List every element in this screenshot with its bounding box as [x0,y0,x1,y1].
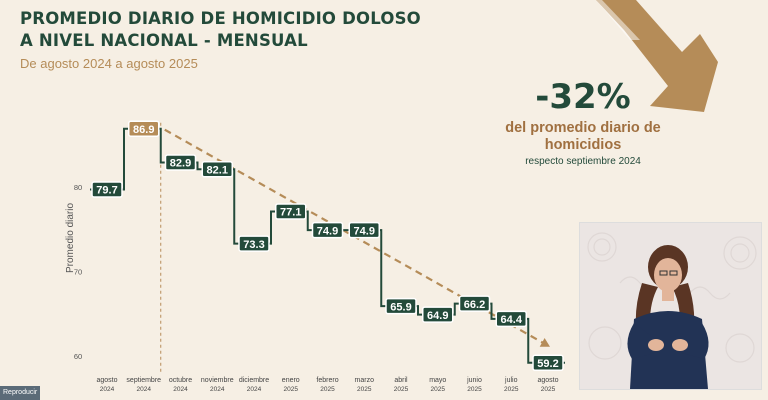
x-tick-year: 2025 [431,386,446,393]
data-label-box [495,310,527,328]
data-label-box [164,154,197,171]
x-tick-year: 2024 [100,386,115,393]
x-tick-month: mayo [429,377,446,384]
y-axis-label: Promedio diario [65,203,76,273]
data-label: 82.1 [207,164,228,176]
stat-sublabel: respecto septiembre 2024 [525,156,641,167]
data-label: 65.9 [390,301,411,313]
x-tick-year: 2025 [394,386,409,393]
x-tick-year: 2025 [320,386,335,393]
data-label-box [348,221,380,239]
data-label: 66.2 [464,299,485,311]
x-tick-year: 2024 [173,386,188,393]
sign-language-interpreter-video [579,222,762,390]
y-tick-label: 70 [74,268,82,277]
data-label: 59.2 [537,358,558,370]
x-tick-month: junio [466,377,482,384]
data-label-box [458,295,491,312]
data-label-box [238,235,270,252]
data-label: 77.1 [280,207,301,219]
data-label-box [275,203,307,220]
trend-arrowhead [539,337,550,347]
data-label: 64.4 [501,314,523,326]
series-line [90,127,565,364]
title-line-1: PROMEDIO DIARIO DE HOMICIDIO DOLOSO [20,9,421,28]
title-line-2: A NIVEL NACIONAL - MENSUAL [20,31,308,50]
data-label: 82.9 [170,158,191,170]
x-tick-year: 2025 [284,386,299,393]
x-tick-year: 2025 [357,386,372,393]
data-label: 64.9 [427,310,448,322]
stat-callout: -32% del promedio diario de homicidios r… [498,78,668,167]
x-tick-month: octubre [169,377,192,384]
x-tick-month: julio [504,377,518,384]
play-label[interactable]: Reproducir [0,386,41,400]
x-tick-month: enero [282,377,300,384]
x-tick-year: 2024 [137,386,152,393]
data-label-box [422,306,454,323]
y-tick-label: 60 [74,352,82,361]
data-label-box [201,161,233,178]
data-label-box [311,221,344,239]
x-tick-month: noviembre [201,377,234,384]
stat-value: -32% [535,77,631,117]
data-label: 79.7 [96,185,117,197]
data-label: 73.3 [243,239,264,251]
page-title: PROMEDIO DIARIO DE HOMICIDIO DOLOSO A NI… [20,8,490,52]
data-label: 74.9 [354,225,375,237]
x-tick-year: 2024 [247,386,262,393]
x-tick-month: abril [394,377,408,384]
x-tick-month: febrero [316,377,338,384]
x-tick-month: agosto [537,377,558,384]
x-tick-year: 2025 [467,386,482,393]
data-label-box [532,354,564,372]
data-label-box [128,120,160,137]
x-tick-year: 2024 [210,386,225,393]
data-label-box [385,297,417,315]
y-tick-label: 80 [74,183,82,192]
x-tick-month: septiembre [126,377,161,384]
page-subtitle: De agosto 2024 a agosto 2025 [20,56,198,71]
stat-label: del promedio diario de homicidios [505,120,661,153]
interpreter-image [580,223,761,389]
x-tick-month: marzo [355,377,375,384]
data-label: 86.9 [133,124,154,136]
x-tick-year: 2025 [504,386,519,393]
x-tick-year: 2025 [541,386,556,393]
x-tick-month: agosto [96,377,117,384]
data-label: 74.9 [317,225,338,237]
x-tick-month: diciembre [239,377,269,384]
data-label-box [91,181,123,198]
